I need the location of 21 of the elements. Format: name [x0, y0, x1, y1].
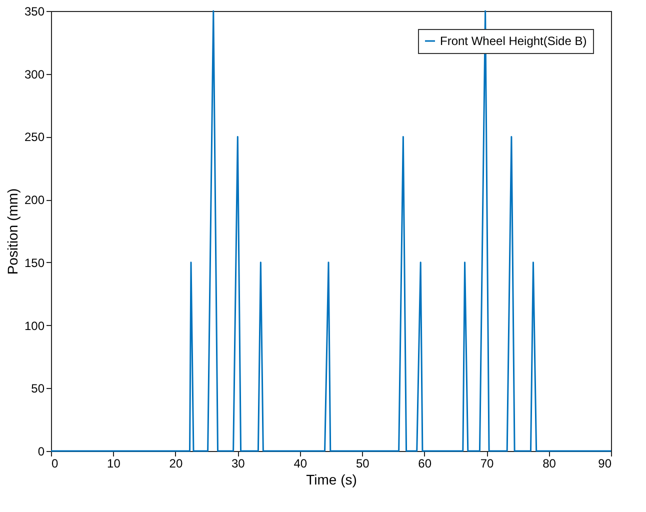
x-tick-label: 0 — [52, 456, 58, 470]
y-tick-label: 50 — [31, 382, 45, 396]
y-tick-label: 250 — [24, 130, 45, 144]
x-tick-label: 40 — [294, 456, 308, 470]
y-tick-label: 300 — [24, 67, 45, 82]
x-tick-label: 50 — [356, 456, 370, 470]
x-tick-label: 60 — [418, 456, 432, 470]
y-tick-label: 150 — [24, 256, 45, 270]
x-tick-label: 20 — [169, 456, 183, 470]
x-tick-label: 30 — [231, 456, 246, 470]
x-tick-label: 80 — [542, 456, 556, 470]
x-tick-label: 70 — [480, 456, 494, 470]
x-tick-label: 90 — [598, 456, 612, 470]
y-tick-label: 0 — [38, 444, 45, 458]
x-tick-label: 10 — [107, 456, 121, 470]
y-tick-label: 100 — [24, 318, 45, 333]
y-axis-title: Position (mm) — [4, 188, 20, 275]
y-tick-label: 350 — [24, 4, 45, 18]
y-tick-label: 200 — [24, 193, 45, 208]
x-axis-title: Time (s) — [306, 472, 357, 488]
legend-label: Front Wheel Height(Side B) — [440, 34, 587, 48]
